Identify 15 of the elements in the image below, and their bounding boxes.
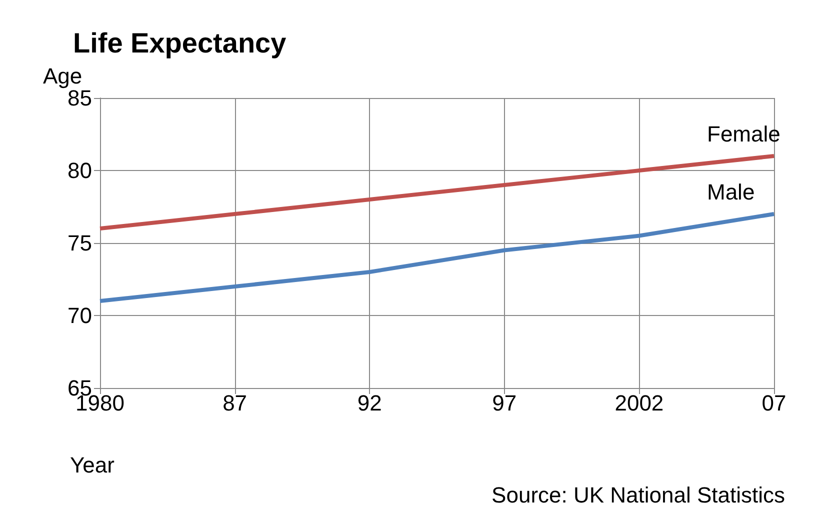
- x-tick-label: 87: [222, 390, 248, 416]
- x-tick-label: 97: [492, 390, 517, 416]
- chart-title: Life Expectancy: [73, 28, 287, 58]
- x-tick-label: 92: [357, 390, 382, 416]
- series-label: Male: [707, 180, 755, 204]
- y-tick-label: 75: [68, 230, 92, 256]
- x-tick-label: 07: [762, 390, 786, 416]
- y-tick-label: 80: [68, 158, 92, 183]
- x-tick-label: 2002: [614, 390, 664, 416]
- y-tick-label: 85: [68, 86, 92, 110]
- series-label: Female: [707, 122, 780, 146]
- y-axis-title: Age: [43, 64, 82, 88]
- source-note: Source: UK National Statistics: [492, 482, 786, 508]
- x-axis-title: Year: [70, 452, 114, 478]
- y-tick-label: 70: [68, 303, 92, 328]
